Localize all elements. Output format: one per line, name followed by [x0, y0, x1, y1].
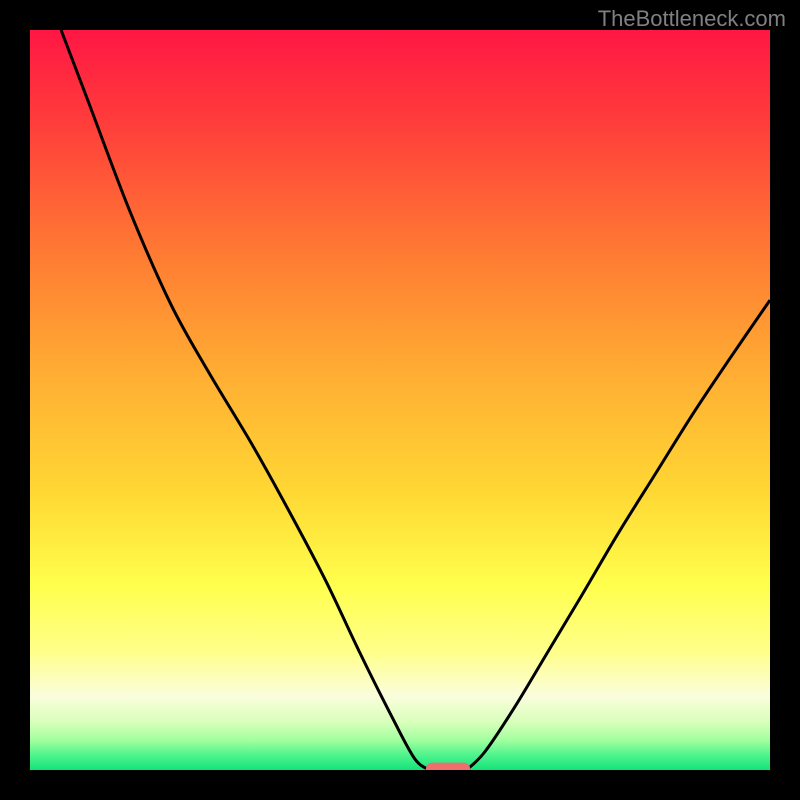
plot-area — [30, 30, 770, 770]
bottleneck-marker — [426, 763, 470, 770]
chart-container: TheBottleneck.com — [0, 0, 800, 800]
watermark-text: TheBottleneck.com — [598, 6, 786, 32]
chart-svg — [30, 30, 770, 770]
gradient-background — [30, 30, 770, 770]
